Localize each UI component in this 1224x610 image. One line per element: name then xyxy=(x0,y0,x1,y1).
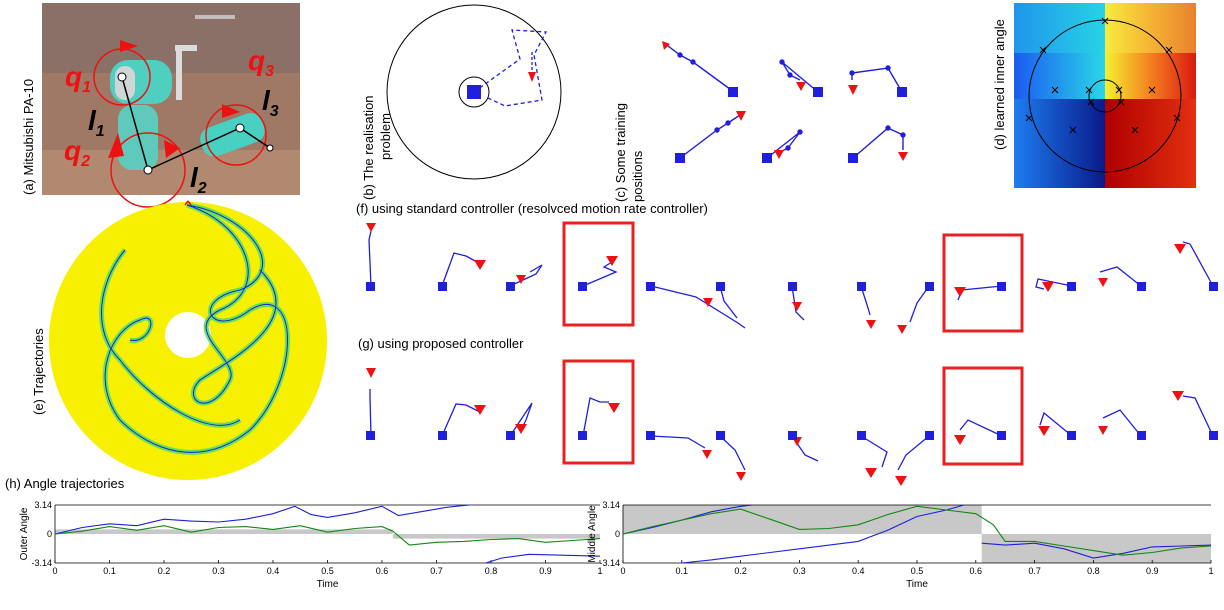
panel-e: (e) Trajectories xyxy=(31,200,327,480)
x-tick-label: 0.9 xyxy=(1146,566,1159,576)
panel-h-label: (h) Angle trajectories xyxy=(5,476,125,491)
arrow-icon xyxy=(222,104,240,118)
x-tick-label: 0.3 xyxy=(793,566,806,576)
x-tick-label: 0.4 xyxy=(267,566,280,576)
x-tick-label: 0 xyxy=(52,566,57,576)
label-l2: l2 xyxy=(190,162,207,197)
y-tick-label: 3.14 xyxy=(34,500,52,510)
panel-d-label: (d) learned inner angle xyxy=(992,19,1007,150)
panel-b-label-line2: problem xyxy=(378,113,393,160)
x-tick-label: 0.4 xyxy=(852,566,865,576)
y-tick-label: 3.14 xyxy=(602,500,620,510)
x-axis-title: Time xyxy=(906,579,928,590)
x-tick-label: 0.1 xyxy=(103,566,116,576)
series-line-blue xyxy=(485,553,601,564)
x-tick-label: 0.7 xyxy=(1028,566,1041,576)
x-tick-label: 1 xyxy=(597,566,602,576)
x-tick-label: 0.5 xyxy=(321,566,334,576)
panel-b: (b) The realisation problem xyxy=(361,4,562,200)
x-tick-label: 0.6 xyxy=(376,566,389,576)
label-q1: q1 xyxy=(65,61,91,96)
y-axis-title: Middle Angle xyxy=(587,505,598,563)
panel-f xyxy=(366,221,1218,334)
panel-a: q1 q2 q3 l1 l2 l3 (a) Mitsubishi PA-10 xyxy=(21,3,300,208)
x-tick-label: 0.5 xyxy=(911,566,924,576)
x-tick-label: 0.1 xyxy=(676,566,689,576)
panel-c-label: (c) Some training xyxy=(613,103,628,202)
outer-angle-plot: 0 0.1 0.2 0.3 0.4 0.5 0.6 0.7 0.8 0.9 13.140-3.14T… xyxy=(19,500,603,590)
wrap-band xyxy=(392,534,600,539)
x-tick-label: 0 xyxy=(620,566,625,576)
x-tick-label: 0.3 xyxy=(212,566,225,576)
y-tick-label: -3.14 xyxy=(599,558,620,568)
x-tick-label: 0.2 xyxy=(158,566,171,576)
arrow-icon xyxy=(108,133,124,158)
label-q3: q3 xyxy=(248,45,274,80)
panel-c xyxy=(662,41,908,163)
panel-g xyxy=(366,359,1218,486)
panel-a-label: (a) Mitsubishi PA-10 xyxy=(21,79,36,195)
panel-b-label: (b) The realisation xyxy=(361,95,376,200)
x-tick-label: 0.7 xyxy=(430,566,443,576)
label-l1: l1 xyxy=(88,105,105,140)
series-line-green xyxy=(622,505,1212,556)
x-tick-label: 1 xyxy=(1208,566,1213,576)
series-line-blue xyxy=(681,504,965,564)
series-line-blue xyxy=(54,504,470,535)
series-line-green xyxy=(54,525,601,546)
x-axis-title: Time xyxy=(317,579,339,590)
panel-g-label: (g) using proposed controller xyxy=(358,336,524,351)
series-line-blue xyxy=(981,542,1212,559)
panel-e-label: (e) Trajectories xyxy=(31,328,46,415)
panel-f-label: (f) using standard controller (resolvced… xyxy=(356,201,708,216)
panel-d: (d) learned inner angle xyxy=(992,3,1196,188)
y-tick-label: 0 xyxy=(615,529,620,539)
middle-angle-plot: 0 0.1 0.2 0.3 0.4 0.5 0.6 0.7 0.8 0.9 13.140-3.14T… xyxy=(587,500,1214,590)
robot-link-forearm xyxy=(200,112,265,157)
x-tick-label: 0.9 xyxy=(539,566,552,576)
robot-link-middle xyxy=(118,105,158,170)
arrow-icon xyxy=(120,40,138,52)
arrow-icon xyxy=(164,140,180,158)
y-axis-title: Outer Angle xyxy=(19,507,30,560)
y-tick-label: -3.14 xyxy=(31,558,52,568)
x-tick-label: 0.2 xyxy=(734,566,747,576)
wrap-band xyxy=(981,534,1211,563)
x-tick-label: 0.8 xyxy=(1087,566,1100,576)
label-q2: q2 xyxy=(64,135,90,170)
panel-c-label-line2: positions xyxy=(630,150,645,202)
label-l3: l3 xyxy=(262,85,279,120)
x-tick-label: 0.6 xyxy=(970,566,983,576)
y-tick-label: 0 xyxy=(47,529,52,539)
x-tick-label: 0.8 xyxy=(485,566,498,576)
wrap-band xyxy=(55,529,393,534)
series-line-blue xyxy=(622,504,753,535)
